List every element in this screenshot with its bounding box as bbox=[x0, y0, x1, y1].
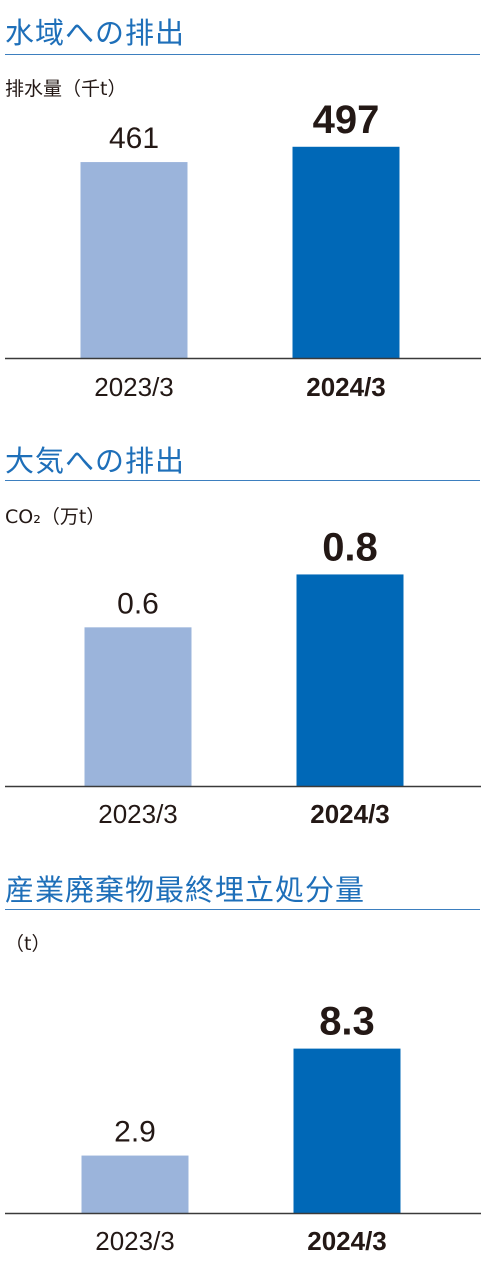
title-divider bbox=[5, 480, 480, 481]
data-label: 497 bbox=[313, 98, 380, 142]
chart-section-landfill: 産業廃棄物最終埋立処分量 （t） 2.9 2023/3 8.3 2024/3 bbox=[0, 859, 486, 1287]
chart-title: 水域への排出 bbox=[5, 16, 186, 50]
x-tick-label: 2024/3 bbox=[307, 1226, 387, 1256]
x-tick-label: 2023/3 bbox=[95, 1226, 175, 1256]
bar-2024-3 bbox=[296, 574, 404, 786]
bar-chart-air: 0.6 2023/3 0.8 2024/3 bbox=[5, 525, 481, 829]
bar-2023-3 bbox=[80, 162, 188, 358]
data-label: 461 bbox=[109, 122, 159, 155]
title-divider bbox=[5, 54, 480, 55]
chart-title: 産業廃棄物最終埋立処分量 bbox=[5, 873, 366, 907]
y-axis-label: CO₂（万t） bbox=[5, 506, 106, 528]
x-tick-label: 2024/3 bbox=[306, 372, 386, 402]
x-tick-label: 2023/3 bbox=[98, 799, 178, 829]
data-label: 2.9 bbox=[114, 1116, 156, 1149]
data-label: 0.6 bbox=[117, 587, 159, 620]
x-tick-label: 2024/3 bbox=[310, 799, 390, 829]
chart-section-air: 大気への排出 CO₂（万t） 0.6 2023/3 0.8 2024/3 bbox=[0, 428, 486, 858]
data-label: 8.3 bbox=[319, 1000, 375, 1044]
chart-section-water: 水域への排出 排水量（千t） 461 2023/3 497 2024/3 bbox=[0, 0, 486, 420]
x-tick-label: 2023/3 bbox=[94, 372, 174, 402]
y-axis-label: 排水量（千t） bbox=[5, 78, 127, 100]
y-axis-label: （t） bbox=[5, 933, 51, 955]
bar-chart-water: 461 2023/3 497 2024/3 bbox=[5, 98, 481, 402]
bar-2023-3 bbox=[84, 627, 192, 786]
title-divider bbox=[5, 909, 480, 910]
bar-chart-landfill: 2.9 2023/3 8.3 2024/3 bbox=[5, 1000, 481, 1256]
bar-2023-3 bbox=[81, 1155, 189, 1213]
bar-2024-3 bbox=[293, 1048, 401, 1213]
data-label: 0.8 bbox=[322, 525, 378, 569]
bar-2024-3 bbox=[292, 146, 400, 358]
chart-title: 大気への排出 bbox=[5, 444, 186, 478]
